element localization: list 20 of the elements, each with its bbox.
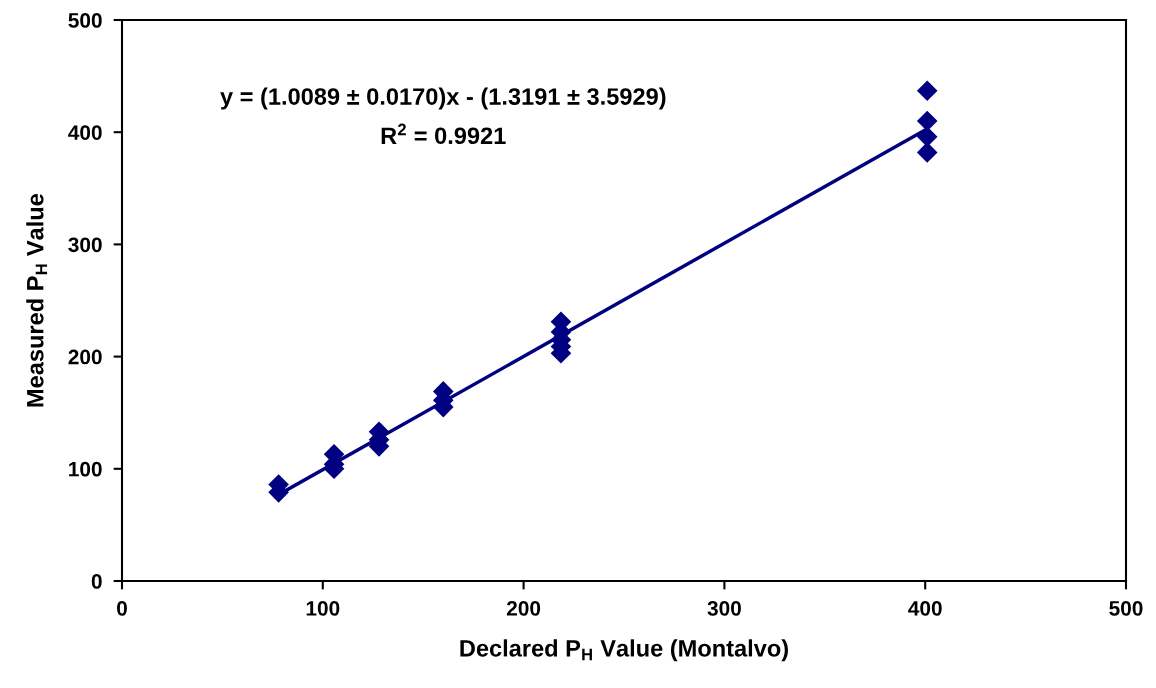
point: [916, 126, 938, 147]
y-tick-label: 300: [68, 237, 102, 253]
x-tick-label: 500: [1109, 600, 1143, 616]
point: [916, 80, 938, 101]
y-tick-label: 500: [68, 13, 102, 28]
point: [916, 110, 938, 132]
x-tick-label: 300: [707, 600, 741, 616]
point: [916, 142, 938, 163]
x-tick-label: 100: [306, 600, 340, 616]
y-tick-label: 400: [68, 125, 102, 140]
y-axis-title: Measured P$_{H}$ Value: [26, 193, 48, 407]
annotation: y = (1.0089 ± 0.0170)x - (1.3191 ± 3.5929): [220, 87, 666, 110]
x-tick-label: 200: [506, 600, 541, 616]
x-tick-label: 0: [117, 600, 127, 616]
y-tick-label: 100: [69, 461, 102, 477]
y-tick-label: 200: [68, 349, 102, 365]
x-tick-label: 400: [908, 600, 942, 616]
x-axis-title: Declared P$_{H}$ Value (Montalvo): [460, 639, 788, 662]
y-tick-label: 0: [91, 574, 102, 589]
annotation: R$^{2}$ = 0.9921: [381, 123, 506, 145]
